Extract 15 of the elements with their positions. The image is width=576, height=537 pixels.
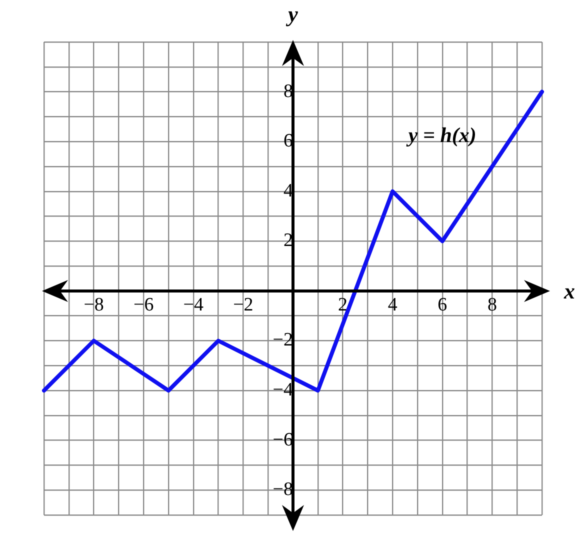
x-tick-label: −2 [233, 294, 254, 316]
x-tick-label: 2 [338, 294, 348, 316]
y-tick-label: 2 [284, 230, 293, 252]
x-axis-title: x [563, 278, 575, 304]
x-tick-label: −6 [133, 294, 154, 316]
x-tick-label: −4 [183, 294, 204, 316]
x-tick-label: −8 [84, 294, 104, 316]
y-tick-label: −4 [272, 380, 294, 401]
y-tick-label: −2 [272, 330, 293, 351]
annotation: y = h(x) [405, 123, 476, 148]
y-axis-title: y [285, 2, 298, 27]
y-tick-label: 4 [284, 180, 294, 202]
x-tick-label: 4 [388, 294, 398, 316]
x-tick-label: 8 [487, 294, 497, 316]
x-tick-label: 6 [438, 294, 448, 316]
